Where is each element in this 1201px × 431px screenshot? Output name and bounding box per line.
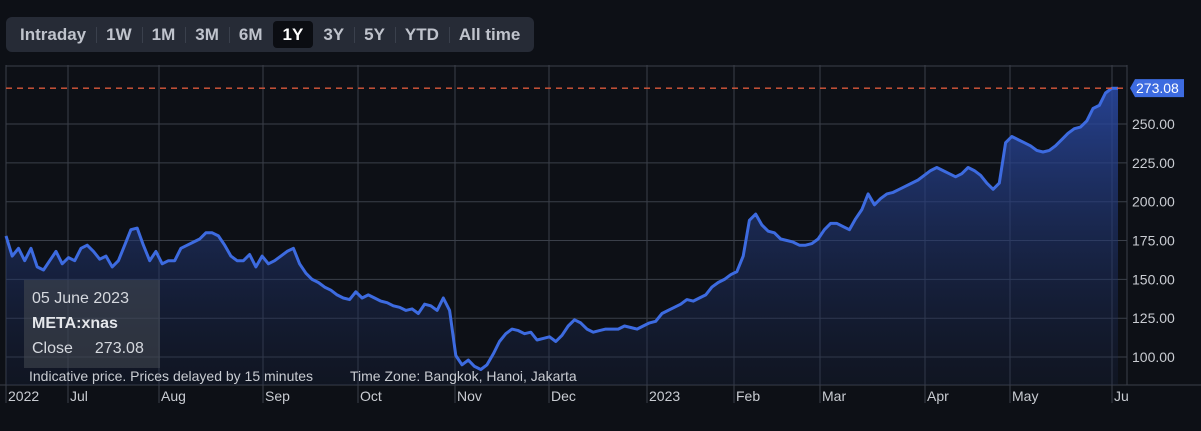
range-button-1y[interactable]: 1Y <box>272 21 314 48</box>
y-tick-label: 150.00 <box>1132 271 1175 287</box>
range-button-5y[interactable]: 5Y <box>354 21 395 48</box>
x-tick-label: 2023 <box>649 388 680 404</box>
x-axis: 2022 Jul Aug Sep Oct Nov Dec 2023 Feb Mar Apr May Ju <box>8 388 1129 404</box>
delay-note: Indicative price. Prices delayed by 15 m… <box>29 368 313 384</box>
x-tick-label: Ju <box>1114 388 1129 404</box>
x-tick-label: Feb <box>736 388 760 404</box>
range-button-3m[interactable]: 3M <box>185 21 229 48</box>
x-tick-label: Mar <box>822 388 846 404</box>
y-tick-label: 175.00 <box>1132 233 1175 249</box>
y-tick-label: 200.00 <box>1132 194 1175 210</box>
y-tick-label: 225.00 <box>1132 155 1175 171</box>
tooltip-close: Close 273.08 <box>32 336 152 361</box>
last-price-badge: 273.08 <box>1130 79 1184 98</box>
range-button-ytd[interactable]: YTD <box>394 21 449 48</box>
range-button-1w[interactable]: 1W <box>96 21 142 48</box>
range-button-6m[interactable]: 6M <box>228 21 273 48</box>
time-range-selector: Intraday 1W 1M 3M 6M 1Y 3Y 5Y YTD All ti… <box>6 17 535 52</box>
x-tick-label: Sep <box>265 388 290 404</box>
range-button-3y[interactable]: 3Y <box>323 25 345 44</box>
range-button-all-time[interactable]: All time <box>448 21 530 48</box>
y-tick-label: 250.00 <box>1132 116 1175 132</box>
x-tick-label: Oct <box>360 388 382 404</box>
y-axis: 100.00 125.00 150.00 175.00 200.00 225.00 250.… <box>1132 116 1175 365</box>
x-tick-label: 2022 <box>8 388 39 404</box>
x-tick-label: Apr <box>927 388 949 404</box>
tooltip-close-value: 273.08 <box>94 340 144 357</box>
x-tick-label: May <box>1012 388 1038 404</box>
y-tick-label: 100.00 <box>1132 349 1175 365</box>
price-line <box>4 86 1118 371</box>
x-tick-label: Nov <box>457 388 482 404</box>
price-tooltip: 05 June 2023 META:xnas Close 273.08 <box>24 280 160 368</box>
last-price-label: 273.08 <box>1136 80 1179 96</box>
range-button-intraday[interactable]: Intraday <box>20 25 87 44</box>
tooltip-date: 05 June 2023 <box>32 290 129 307</box>
timezone-note: Time Zone: Bangkok, Hanoi, Jakarta <box>350 368 577 384</box>
price-area-fill <box>6 88 1118 386</box>
y-tick-label: 125.00 <box>1132 310 1175 326</box>
range-button-1m[interactable]: 1M <box>141 21 186 48</box>
tooltip-close-label: Close <box>32 340 73 357</box>
x-tick-label: Jul <box>70 388 88 404</box>
x-tick-label: Aug <box>161 388 186 404</box>
x-tick-label: Dec <box>551 388 576 404</box>
tooltip-symbol: META:xnas <box>32 315 118 332</box>
